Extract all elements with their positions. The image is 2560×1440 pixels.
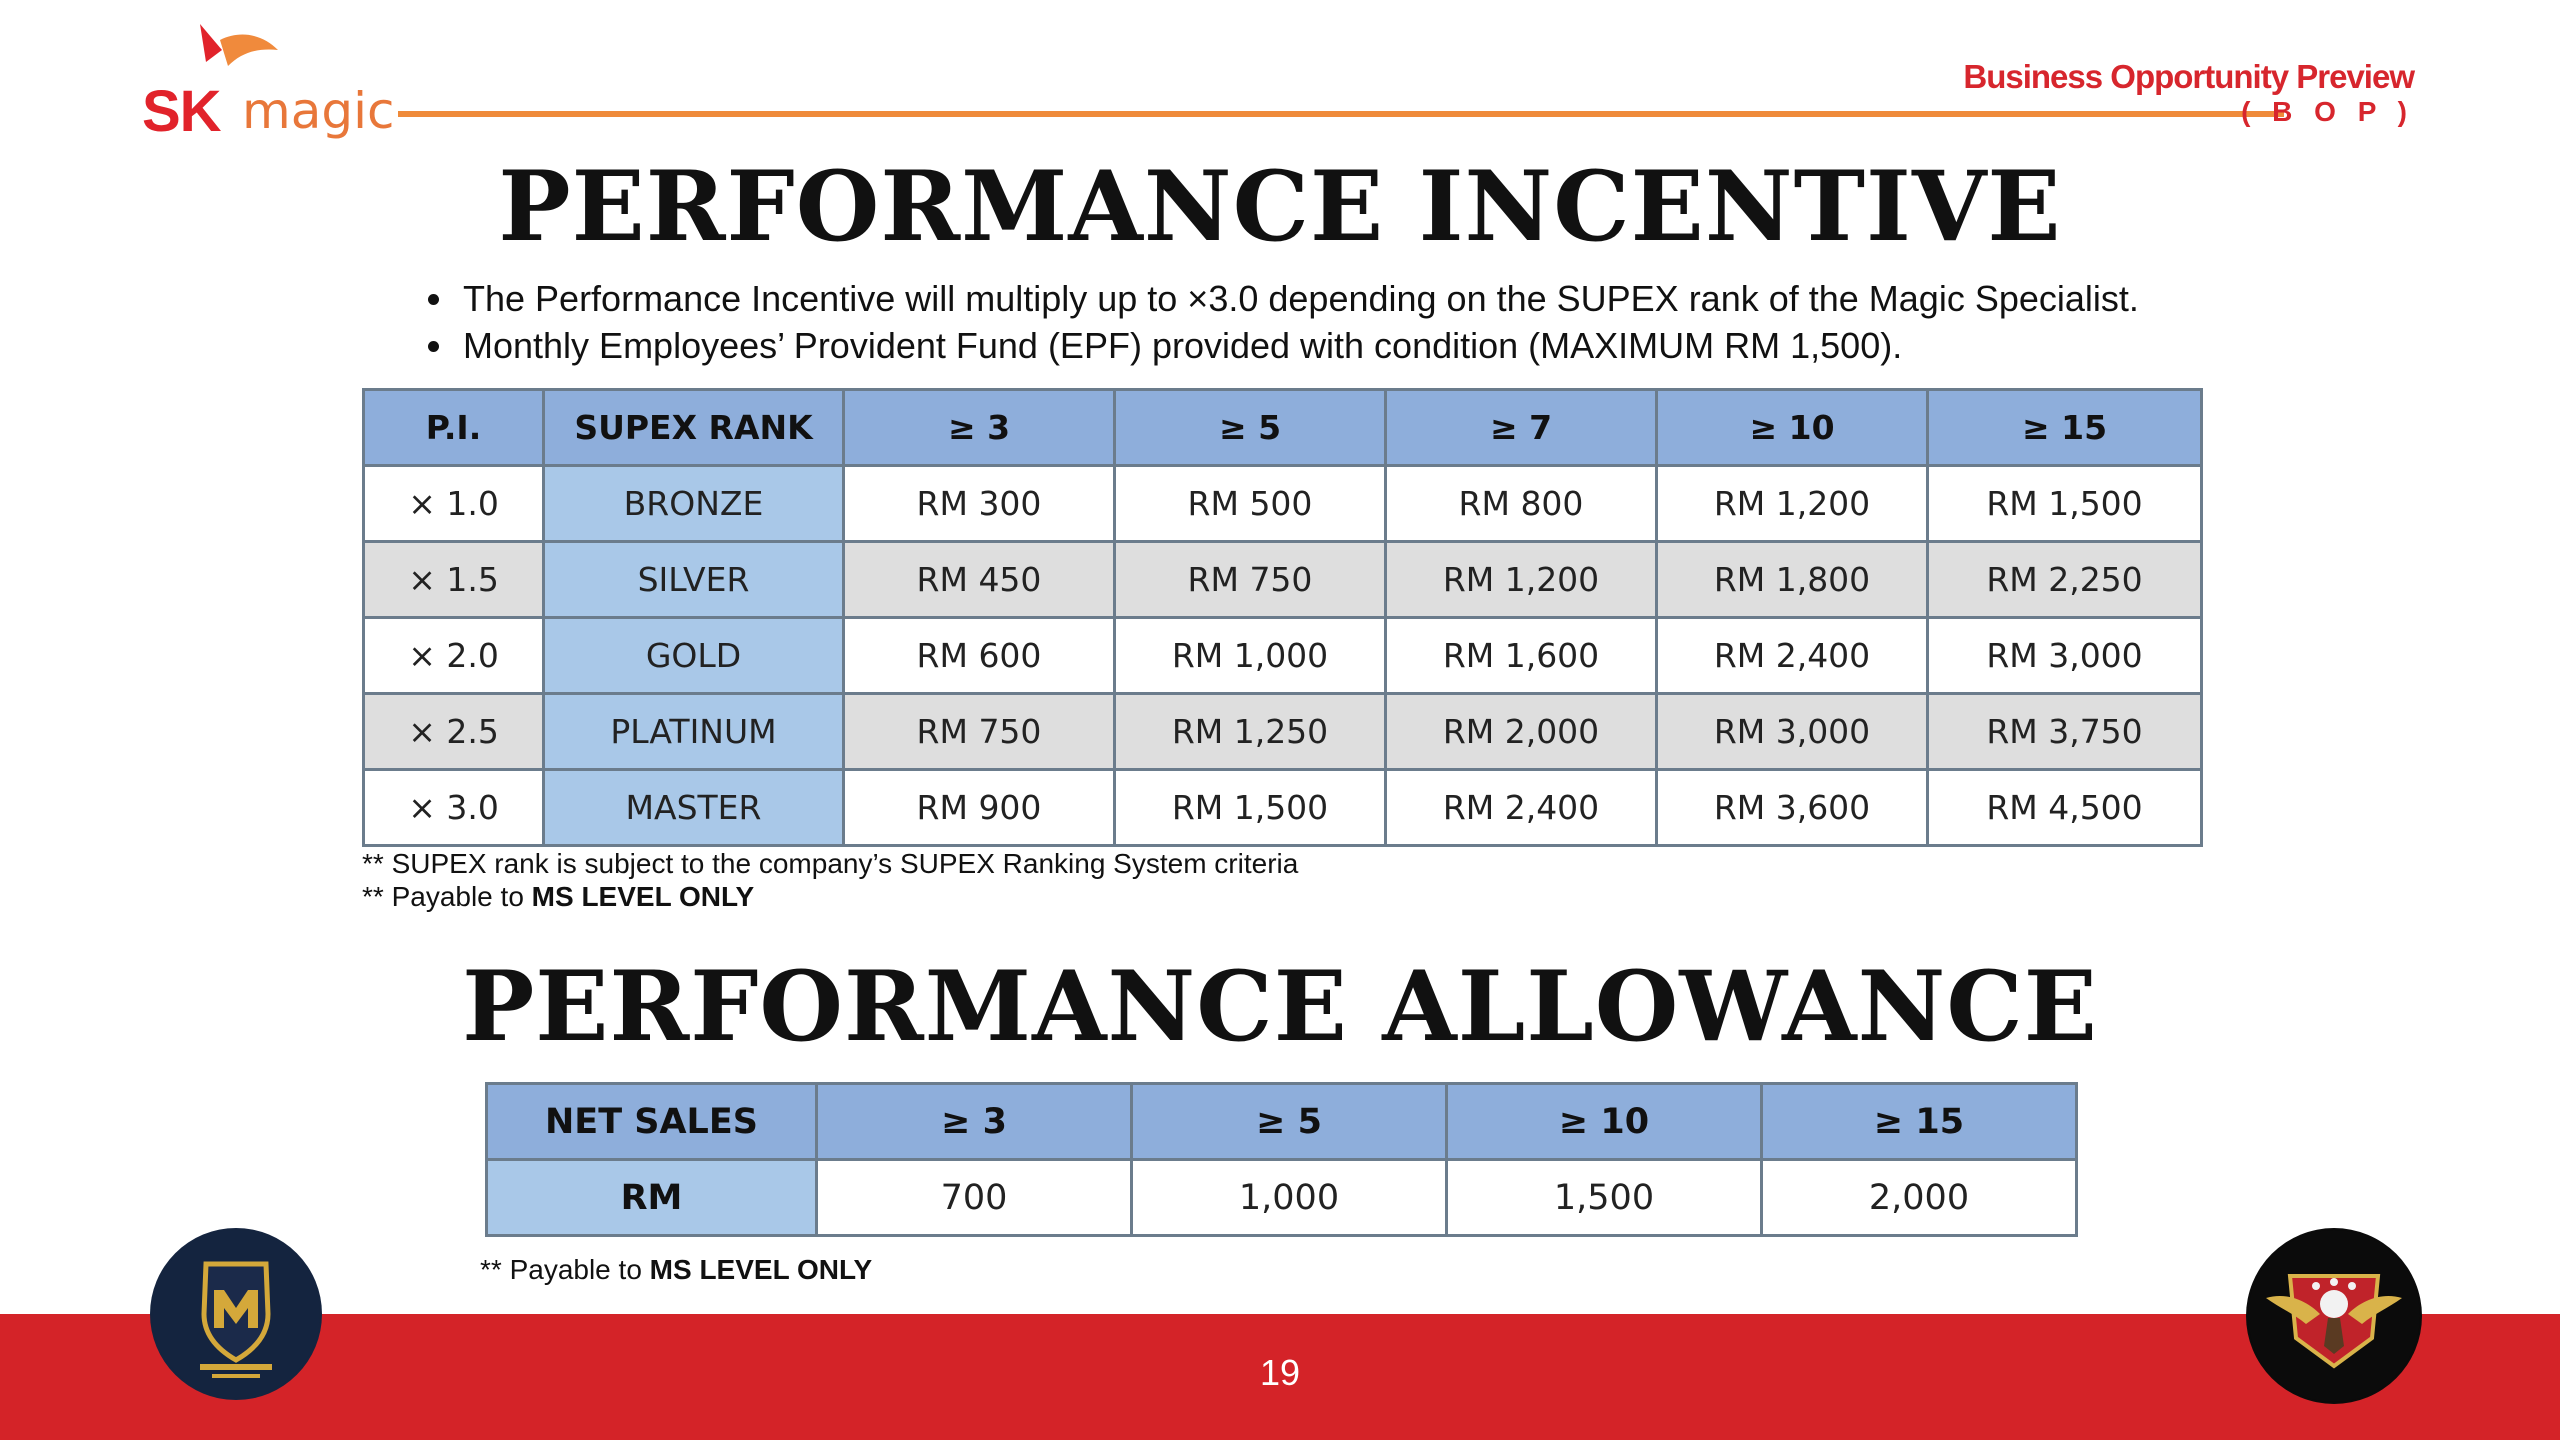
table-cell: RM 750	[1113, 540, 1387, 619]
table-cell: RM 2,400	[1384, 768, 1658, 847]
incentive-table: P.I. SUPEX RANK ≥ 3 ≥ 5 ≥ 7 ≥ 10 ≥ 15 × …	[362, 388, 2203, 847]
footer-bar	[0, 1314, 2560, 1440]
table-row: × 1.0 BRONZE RM 300 RM 500 RM 800 RM 1,2…	[362, 464, 2203, 543]
table-row: × 3.0 MASTER RM 900 RM 1,500 RM 2,400 RM…	[362, 768, 2203, 847]
column-header: SUPEX RANK	[542, 388, 845, 467]
table-cell: SILVER	[542, 540, 845, 619]
page-number: 19	[1259, 1352, 1301, 1393]
column-header: ≥ 7	[1384, 388, 1658, 467]
table-cell: 1,000	[1130, 1158, 1448, 1237]
logo-sk-text: SK	[142, 79, 222, 144]
table-cell: GOLD	[542, 616, 845, 695]
column-header: ≥ 15	[1926, 388, 2203, 467]
column-header: ≥ 10	[1655, 388, 1929, 467]
table-cell: RM 600	[842, 616, 1116, 695]
column-header: ≥ 3	[815, 1082, 1133, 1161]
table-row: × 2.5 PLATINUM RM 750 RM 1,250 RM 2,000 …	[362, 692, 2203, 771]
table-cell: × 1.5	[362, 540, 545, 619]
column-header: ≥ 15	[1760, 1082, 2078, 1161]
table-header-row: NET SALES ≥ 3 ≥ 5 ≥ 10 ≥ 15	[485, 1082, 2078, 1161]
payable-note-bold: MS LEVEL ONLY	[531, 881, 755, 912]
allowance-note-bold: MS LEVEL ONLY	[649, 1254, 873, 1285]
column-header: ≥ 5	[1130, 1082, 1448, 1161]
table-cell: RM 500	[1113, 464, 1387, 543]
table-cell: RM 900	[842, 768, 1116, 847]
sk-magic-logo: SK magic	[140, 22, 394, 152]
table-cell: RM 2,000	[1384, 692, 1658, 771]
table-cell: BRONZE	[542, 464, 845, 543]
table-header-row: P.I. SUPEX RANK ≥ 3 ≥ 5 ≥ 7 ≥ 10 ≥ 15	[362, 388, 2203, 467]
table-cell: 2,000	[1760, 1158, 2078, 1237]
table-cell: RM 1,500	[1113, 768, 1387, 847]
column-header: ≥ 3	[842, 388, 1116, 467]
header-title: Business Opportunity Preview	[1963, 58, 2415, 95]
allowance-note-prefix: ** Payable to	[480, 1254, 650, 1285]
table-cell: RM 450	[842, 540, 1116, 619]
column-header: ≥ 5	[1113, 388, 1387, 467]
table-cell: × 2.0	[362, 616, 545, 695]
table-cell: RM 4,500	[1926, 768, 2203, 847]
table-cell: RM 3,000	[1926, 616, 2203, 695]
table-row: RM 700 1,000 1,500 2,000	[485, 1158, 2078, 1237]
incentive-bullets: The Performance Incentive will multiply …	[420, 275, 2139, 369]
allowance-title: PERFORMANCE ALLOWANCE	[462, 950, 2098, 1063]
table-cell: RM 1,000	[1113, 616, 1387, 695]
table-cell: RM 3,750	[1926, 692, 2203, 771]
table-row: × 2.0 GOLD RM 600 RM 1,000 RM 1,600 RM 2…	[362, 616, 2203, 695]
table-cell: RM 750	[842, 692, 1116, 771]
allowance-table: NET SALES ≥ 3 ≥ 5 ≥ 10 ≥ 15 RM 700 1,000…	[485, 1082, 2078, 1237]
table-cell: RM 3,000	[1655, 692, 1929, 771]
table-cell: × 3.0	[362, 768, 545, 847]
table-cell: MASTER	[542, 768, 845, 847]
table-cell: PLATINUM	[542, 692, 845, 771]
allowance-payable-note: ** Payable to MS LEVEL ONLY	[480, 1254, 872, 1286]
table-cell: RM 800	[1384, 464, 1658, 543]
table-cell: RM 300	[842, 464, 1116, 543]
table-cell: × 1.0	[362, 464, 545, 543]
column-header: NET SALES	[485, 1082, 818, 1161]
column-header: ≥ 10	[1445, 1082, 1763, 1161]
master-fighters-badge-icon	[150, 1228, 322, 1400]
table-cell: RM 1,800	[1655, 540, 1929, 619]
table-cell: 700	[815, 1158, 1133, 1237]
table-cell: RM 2,250	[1926, 540, 2203, 619]
table-cell: 1,500	[1445, 1158, 1763, 1237]
table-cell: RM 1,200	[1655, 464, 1929, 543]
table-cell: RM 1,200	[1384, 540, 1658, 619]
header-subtitle: ( B O P )	[2241, 96, 2414, 127]
header-divider	[398, 111, 2284, 117]
eagle-badge-icon	[2246, 1228, 2422, 1404]
table-cell: RM 1,500	[1926, 464, 2203, 543]
table-cell: RM 2,400	[1655, 616, 1929, 695]
payable-note: ** Payable to MS LEVEL ONLY	[362, 881, 754, 913]
table-cell: RM 1,600	[1384, 616, 1658, 695]
bullet-item: Monthly Employees’ Provident Fund (EPF) …	[420, 322, 2139, 369]
column-header: P.I.	[362, 388, 545, 467]
bullet-item: The Performance Incentive will multiply …	[420, 275, 2139, 322]
logo-wing-icon	[200, 24, 278, 66]
supex-note: ** SUPEX rank is subject to the company’…	[362, 848, 1299, 879]
incentive-title: PERFORMANCE INCENTIVE	[498, 150, 2062, 263]
row-label: RM	[485, 1158, 818, 1237]
table-cell: RM 3,600	[1655, 768, 1929, 847]
payable-note-prefix: ** Payable to	[362, 881, 532, 912]
table-row: × 1.5 SILVER RM 450 RM 750 RM 1,200 RM 1…	[362, 540, 2203, 619]
table-cell: × 2.5	[362, 692, 545, 771]
logo-magic-text: magic	[242, 82, 395, 140]
table-cell: RM 1,250	[1113, 692, 1387, 771]
